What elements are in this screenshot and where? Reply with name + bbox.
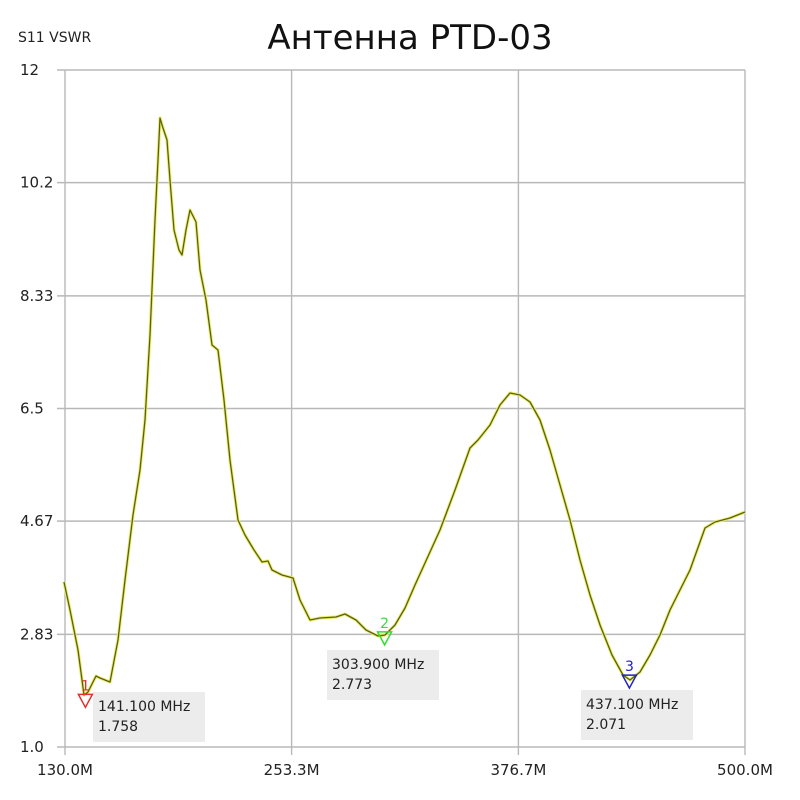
y-tick-label: 1.0 — [20, 738, 44, 756]
y-axis-ticks: 12 10.2 8.33 6.5 4.67 2.83 1.0 — [20, 61, 53, 756]
marker-value: 2.773 — [332, 677, 372, 693]
marker-frequency: 141.100 MHz — [98, 699, 190, 715]
grid-lines — [57, 69, 746, 755]
y-axis-label: S11 VSWR — [18, 30, 92, 46]
marker-readout-box — [93, 692, 205, 742]
markers: 141.100 MHz 1.758 1 303.900 MHz 2.773 2 437.10… — [77, 616, 693, 742]
vswr-trace — [63, 117, 746, 696]
x-tick-label: 500.0M — [717, 761, 773, 779]
marker-triangle-icon — [621, 674, 638, 690]
marker-3: 437.100 MHz 2.071 3 — [581, 659, 693, 740]
x-tick-label: 253.3M — [264, 761, 320, 779]
marker-number: 3 — [625, 659, 634, 675]
marker-frequency: 303.900 MHz — [332, 657, 424, 673]
x-axis-ticks: 130.0M 253.3M 376.7M 500.0M — [37, 761, 773, 779]
marker-number: 2 — [380, 616, 389, 632]
y-tick-label: 6.5 — [20, 400, 44, 418]
y-tick-label: 10.2 — [20, 174, 53, 192]
marker-triangle-icon — [77, 693, 94, 709]
y-tick-label: 12 — [20, 61, 39, 79]
x-tick-label: 376.7M — [490, 761, 546, 779]
marker-value: 1.758 — [98, 719, 138, 735]
y-tick-label: 8.33 — [20, 287, 53, 305]
marker-1: 141.100 MHz 1.758 1 — [77, 678, 205, 742]
y-tick-label: 4.67 — [20, 512, 53, 530]
marker-frequency: 437.100 MHz — [586, 697, 678, 713]
marker-number: 1 — [81, 678, 90, 694]
marker-value: 2.071 — [586, 717, 626, 733]
marker-2: 303.900 MHz 2.773 2 — [327, 616, 439, 700]
marker-readout-box — [581, 690, 693, 740]
marker-readout-box — [327, 650, 439, 700]
chart-title: Антенна PTD-03 — [267, 18, 553, 58]
marker-triangle-icon — [376, 631, 393, 647]
y-tick-label: 2.83 — [20, 625, 53, 643]
x-tick-label: 130.0M — [37, 761, 93, 779]
